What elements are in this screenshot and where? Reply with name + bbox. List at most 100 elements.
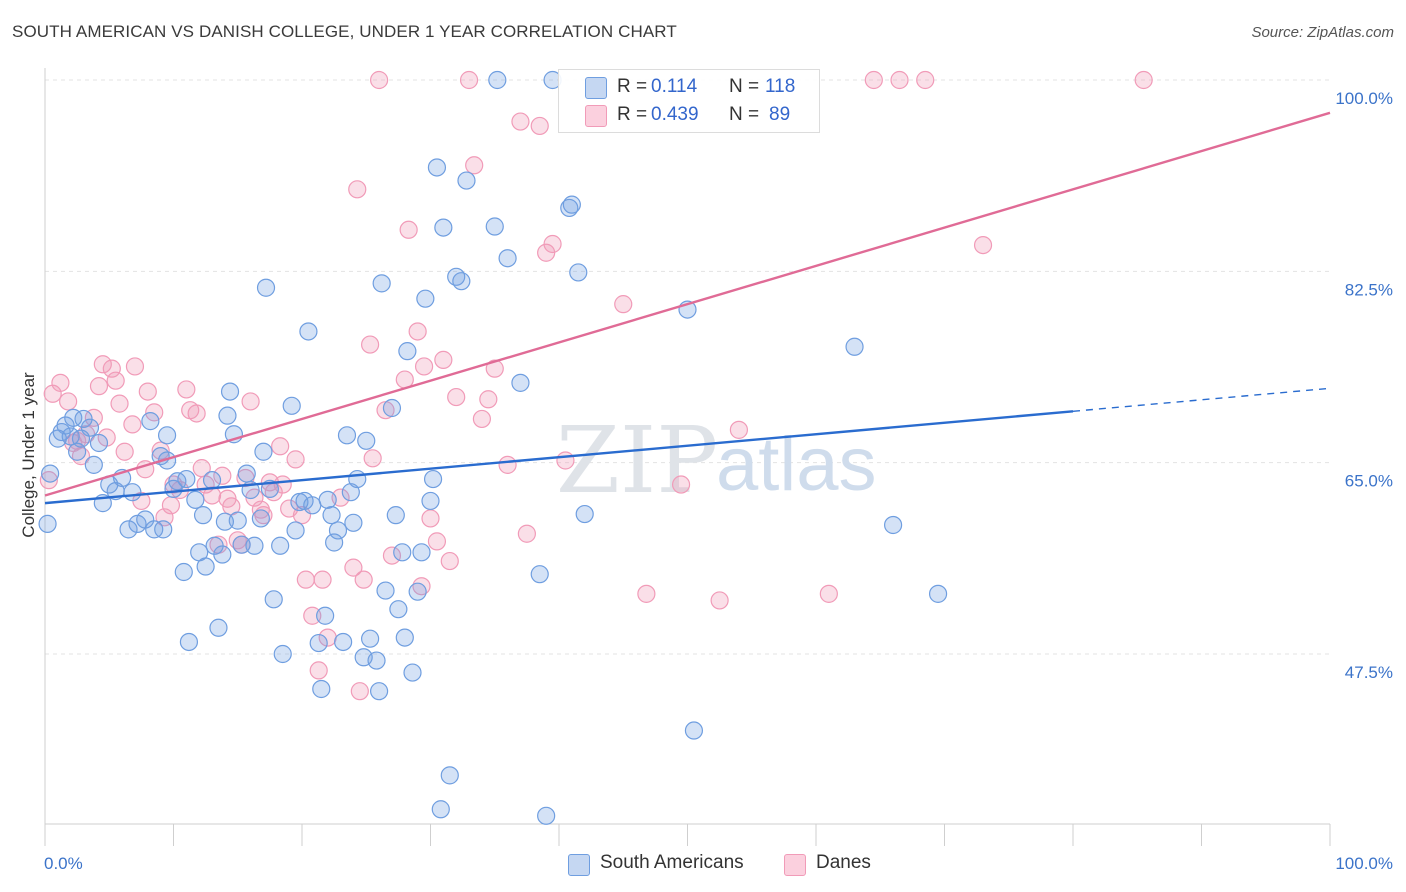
south-american-point xyxy=(38,514,57,533)
south-american-point xyxy=(251,509,270,528)
dane-point xyxy=(309,661,328,680)
dane-point xyxy=(177,380,196,399)
south-american-point xyxy=(174,562,193,582)
south-american-point xyxy=(256,278,276,297)
pink-swatch xyxy=(784,854,806,876)
south-american-point xyxy=(423,469,443,489)
south-american-point xyxy=(408,582,427,601)
dane-point xyxy=(614,295,633,314)
south-american-point xyxy=(193,506,213,525)
chart-title: SOUTH AMERICAN VS DANISH COLLEGE, UNDER … xyxy=(12,22,677,41)
dane-point xyxy=(637,584,656,603)
south-american-point xyxy=(179,632,199,652)
south-american-point xyxy=(196,557,215,576)
dane-point xyxy=(543,234,562,254)
watermark-zip: ZIP xyxy=(556,407,718,514)
y-axis-label: College, Under 1 year xyxy=(19,372,38,538)
dane-point xyxy=(710,591,729,610)
south-american-point xyxy=(80,418,100,437)
south-american-point xyxy=(312,679,331,699)
dane-point xyxy=(465,156,484,175)
dane-point xyxy=(408,322,427,341)
south-american-point xyxy=(260,479,279,499)
south-american-point xyxy=(337,426,357,445)
y-tick-label: 82.5% xyxy=(1345,280,1393,299)
dane-point xyxy=(459,70,479,90)
south-american-point xyxy=(41,464,60,483)
south-american-point xyxy=(344,513,363,532)
n-value: 118 xyxy=(765,76,796,97)
dane-point xyxy=(344,558,363,577)
stats-box: R = 0.114 N = 118 R = 0.439 N = 89 xyxy=(558,69,820,133)
dane-point xyxy=(671,475,691,494)
south-american-point xyxy=(398,342,417,361)
legend-label: South Americans xyxy=(600,852,744,873)
south-american-point xyxy=(431,800,450,819)
dane-point xyxy=(102,359,121,378)
dane-point xyxy=(370,70,389,90)
pink-swatch xyxy=(585,105,607,127)
south-american-point xyxy=(157,426,177,445)
south-american-point xyxy=(264,590,283,609)
dane-point xyxy=(123,415,142,434)
dane-point xyxy=(382,546,402,565)
south-american-point xyxy=(560,198,579,218)
south-american-point xyxy=(452,272,471,291)
south-american-point xyxy=(416,289,435,308)
south-american-point xyxy=(322,506,341,525)
south-american-point xyxy=(154,520,173,539)
south-american-point xyxy=(357,431,376,450)
r-value: 0.114 xyxy=(651,76,698,97)
axes xyxy=(44,68,1331,846)
south-american-point xyxy=(421,491,440,511)
south-american-point xyxy=(325,533,344,552)
south-american-point xyxy=(245,536,264,555)
south-american-point xyxy=(232,535,251,554)
south-american-point xyxy=(56,416,75,435)
dane-point xyxy=(421,509,440,528)
blue-swatch xyxy=(568,854,590,876)
south-american-point xyxy=(348,469,367,489)
dane-point xyxy=(125,357,145,376)
dane-point xyxy=(241,392,260,411)
dane-point xyxy=(472,409,491,429)
dane-point xyxy=(498,455,517,474)
dane-point xyxy=(517,524,536,543)
dane-point xyxy=(511,112,530,131)
dane-point xyxy=(361,335,380,354)
south-american-point xyxy=(220,382,240,401)
x-tick-label: 100.0% xyxy=(1335,854,1393,873)
south-american-point xyxy=(215,512,234,531)
dane-point xyxy=(556,451,575,470)
south-american-point xyxy=(684,721,704,740)
south-american-point xyxy=(237,464,256,483)
dane-point xyxy=(93,355,112,374)
dane-point xyxy=(350,682,369,701)
south-american-point xyxy=(427,158,447,177)
danes-points xyxy=(39,70,1153,701)
south-american-point xyxy=(457,171,476,190)
dane-point xyxy=(271,437,290,456)
south-american-point xyxy=(372,274,391,293)
dane-point xyxy=(151,441,170,460)
south-american-point xyxy=(361,629,380,648)
south-american-point xyxy=(228,511,247,530)
dane-point xyxy=(447,387,466,407)
south-american-point xyxy=(883,515,903,535)
dane-point xyxy=(51,373,70,392)
dane-point xyxy=(479,390,498,409)
south-american-point xyxy=(273,644,292,664)
south-american-point xyxy=(498,249,517,268)
dane-point xyxy=(187,404,206,423)
dane-point xyxy=(729,420,749,439)
dane-point xyxy=(115,442,134,461)
n-label: N = xyxy=(729,104,760,125)
south-american-point xyxy=(334,632,353,652)
dane-point xyxy=(213,466,232,485)
south-american-point xyxy=(254,442,273,461)
gridlines xyxy=(45,79,1330,655)
n-label: N = xyxy=(729,76,760,97)
dane-point xyxy=(530,116,549,136)
dane-point xyxy=(440,551,459,571)
south-american-point xyxy=(511,373,530,392)
